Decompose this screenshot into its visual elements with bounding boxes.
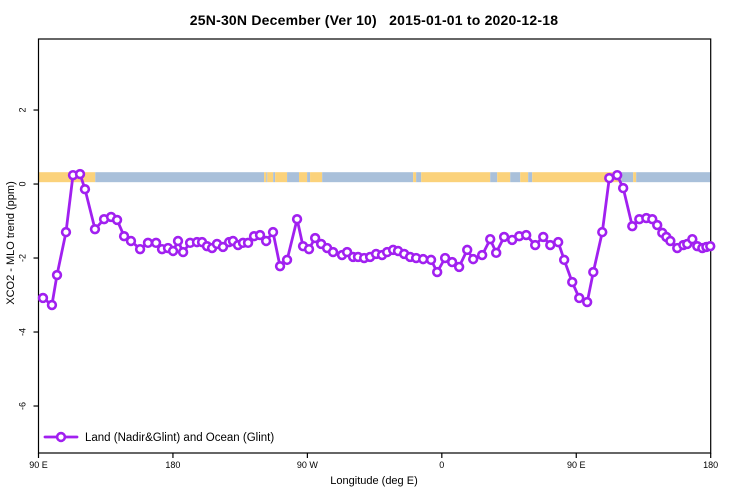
data-point-marker [529, 239, 541, 251]
surface-band-segment-land [310, 172, 323, 183]
data-point-marker [111, 214, 123, 226]
data-point-marker [118, 230, 130, 242]
surface-band-segment-land [497, 172, 511, 183]
data-point-marker [303, 243, 315, 255]
legend-marker [55, 431, 67, 443]
data-point-marker [567, 276, 578, 288]
data-point-marker [74, 168, 86, 180]
surface-band-segment-ocean [416, 172, 422, 183]
data-point-marker [705, 240, 716, 252]
surface-band-segment-ocean [636, 172, 711, 183]
data-point-marker [485, 233, 496, 245]
data-point-marker [538, 231, 549, 243]
y-tick-label: -4 [18, 328, 28, 336]
y-axis-label: XCO2 - MLO trend (ppm) [5, 181, 17, 305]
x-tick-label: 180 [165, 460, 180, 470]
data-point-marker [446, 256, 458, 268]
x-tick-label: 90 W [297, 460, 319, 470]
data-point-marker [309, 232, 321, 244]
data-point-marker [490, 247, 502, 259]
surface-band-segment-land [275, 172, 288, 183]
data-point-marker [574, 292, 585, 304]
data-point-marker [150, 237, 162, 249]
surface-band-segment-land [38, 172, 96, 183]
data-point-marker [327, 246, 339, 258]
y-tick-label: -2 [18, 254, 28, 262]
x-tick-label: 90 E [29, 460, 48, 470]
data-point-marker [462, 244, 473, 256]
x-tick-label: 0 [439, 460, 444, 470]
data-point-marker [552, 236, 564, 248]
y-tick-label: 0 [18, 182, 28, 187]
data-point-marker [37, 292, 49, 304]
data-point-marker [687, 233, 698, 245]
chart-title: 25N-30N December (Ver 10) 2015-01-01 to … [189, 12, 559, 28]
data-point-marker [267, 226, 279, 238]
x-tick-label: 90 E [567, 460, 586, 470]
data-point-marker [167, 245, 179, 257]
data-point-marker [431, 266, 443, 278]
data-point-marker [281, 254, 293, 266]
legend-label: Land (Nadir&Glint) and Ocean (Glint) [85, 432, 274, 444]
x-axis-label: Longitude (deg E) [330, 475, 418, 487]
data-point-marker [172, 235, 184, 247]
data-point-marker [453, 261, 465, 273]
data-point-marker [617, 182, 629, 194]
data-point-marker [177, 246, 189, 258]
data-point-marker [417, 253, 429, 265]
data-point-marker [611, 169, 623, 181]
data-point-marker [581, 296, 593, 308]
surface-band-segment-ocean [287, 172, 300, 183]
surface-band-segment-land [299, 172, 308, 183]
data-point-marker [125, 235, 137, 247]
data-point-marker [274, 260, 286, 272]
data-point-marker [476, 249, 488, 261]
surface-band-segment-land [421, 172, 491, 183]
surface-band-segment-ocean [490, 172, 498, 183]
data-point-marker [425, 254, 437, 266]
surface-band-segment-ocean [510, 172, 521, 183]
data-point-marker [134, 243, 146, 255]
data-point-marker [46, 299, 58, 311]
surface-band-segment-ocean [528, 172, 533, 183]
data-point-marker [89, 223, 101, 235]
surface-band-segment-land [532, 172, 622, 183]
data-line [41, 172, 712, 307]
data-point-marker [498, 231, 510, 243]
data-point-marker [627, 221, 638, 232]
data-point-marker [142, 237, 154, 249]
y-tick-label: 2 [18, 108, 28, 113]
surface-band-segment-land [267, 172, 274, 183]
x-tick-label: 180 [703, 460, 718, 470]
data-point-marker [79, 184, 91, 195]
data-point-marker [597, 226, 608, 238]
data-point-marker [291, 213, 303, 225]
surface-band-segment-land [520, 172, 529, 183]
surface-band-segment-land [413, 172, 417, 183]
data-point-marker [665, 235, 676, 247]
surface-band-segment-ocean [621, 172, 634, 183]
surface-band-segment-ocean [307, 172, 311, 183]
surface-band-segment-ocean [95, 172, 265, 183]
data-point-marker [467, 253, 479, 265]
data-point-marker [588, 266, 599, 278]
data-point-marker [51, 269, 63, 281]
surface-band-segment-land [264, 172, 267, 183]
data-point-marker [60, 226, 72, 238]
surface-band-segment-ocean [266, 172, 268, 183]
data-point-marker [558, 254, 570, 266]
data-point-marker [260, 235, 272, 247]
data-point-marker [652, 219, 663, 231]
y-tick-label: -6 [18, 402, 28, 410]
surface-band-segment-land [633, 172, 637, 183]
surface-band-segment-ocean [273, 172, 276, 183]
surface-band-segment-ocean [322, 172, 414, 183]
data-point-marker [254, 229, 266, 241]
data-point-marker [521, 229, 532, 241]
data-point-marker [242, 237, 254, 249]
